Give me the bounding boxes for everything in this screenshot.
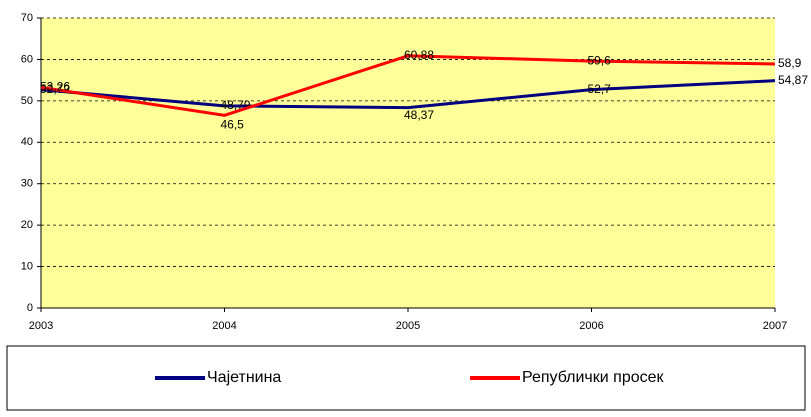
data-label: 58,9: [778, 56, 802, 70]
x-tick-label: 2007: [763, 320, 787, 332]
y-tick-label: 0: [27, 302, 33, 314]
y-tick-label: 20: [21, 219, 33, 231]
y-tick-label: 40: [21, 136, 33, 148]
data-label: 48,79: [221, 98, 251, 112]
data-label: 54,87: [778, 73, 808, 87]
data-label: 48,37: [404, 108, 434, 122]
legend-text: Чајетнина: [207, 369, 281, 386]
x-tick-label: 2006: [579, 320, 603, 332]
data-label: 52,7: [588, 82, 612, 96]
y-tick-label: 30: [21, 178, 33, 190]
plot-area: [41, 18, 775, 308]
y-tick-label: 60: [21, 53, 33, 65]
data-label: 59,6: [588, 53, 612, 67]
data-label: 53,26: [40, 80, 70, 94]
y-tick-label: 70: [21, 12, 33, 24]
series-line: [40, 79, 776, 110]
legend-box: [6, 345, 806, 411]
legend-text: Републички просек: [522, 369, 665, 386]
x-tick-label: 2003: [29, 320, 53, 332]
x-tick-label: 2004: [212, 320, 236, 332]
series-line: [40, 54, 776, 117]
y-tick-label: 10: [21, 260, 33, 272]
data-label: 46,5: [221, 118, 245, 132]
x-tick-label: 2005: [396, 320, 420, 332]
y-tick-label: 50: [21, 95, 33, 107]
data-label: 60,88: [404, 48, 434, 62]
